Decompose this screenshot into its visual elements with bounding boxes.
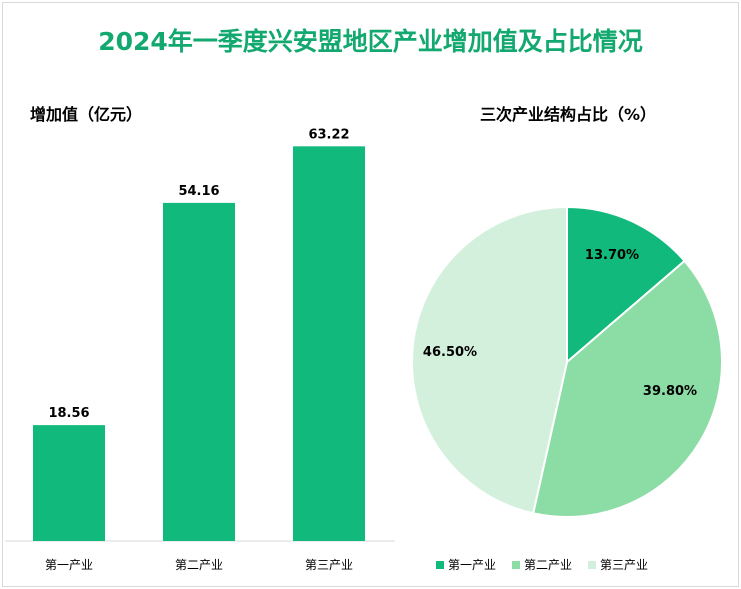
bar-3 xyxy=(293,146,365,541)
pie-chart-title: 三次产业结构占比（%） xyxy=(480,105,657,124)
legend-swatch-primary xyxy=(436,560,444,569)
pie-slice-2 xyxy=(531,259,723,518)
x-tick-label-2: 第二产业 xyxy=(175,558,223,572)
bar-value-label-3: 63.22 xyxy=(308,127,349,142)
bar-value-label-2: 54.16 xyxy=(178,184,219,199)
chart-title: 2024年一季度兴安盟地区产业增加值及占比情况 xyxy=(98,27,643,56)
x-tick-label-1: 第一产业 xyxy=(45,558,93,572)
legend-swatch-secondary xyxy=(512,560,521,569)
pie-value-label-3: 46.50% xyxy=(423,345,477,360)
pie-legend: 第一产业 第二产业 第三产业 xyxy=(436,556,648,573)
bar-1 xyxy=(33,425,105,541)
legend-label-tertiary: 第三产业 xyxy=(600,558,649,572)
legend-item-tertiary: 第三产业 xyxy=(588,556,648,573)
pie-value-label-1: 13.70% xyxy=(585,248,639,263)
x-tick-label-3: 第三产业 xyxy=(305,558,353,572)
bar-value-label-1: 18.56 xyxy=(48,406,89,421)
pie-value-label-2: 39.80% xyxy=(643,384,697,399)
legend-item-primary: 第一产业 xyxy=(436,556,496,573)
legend-label-primary: 第一产业 xyxy=(448,558,497,572)
bar-2 xyxy=(163,202,235,542)
bar-chart-title: 增加值（亿元） xyxy=(30,105,143,124)
legend-item-secondary: 第二产业 xyxy=(512,556,572,573)
pie-slice-3 xyxy=(411,205,568,515)
pie-slice-1 xyxy=(566,205,686,365)
legend-label-secondary: 第二产业 xyxy=(524,558,573,572)
legend-swatch-tertiary xyxy=(588,560,597,569)
